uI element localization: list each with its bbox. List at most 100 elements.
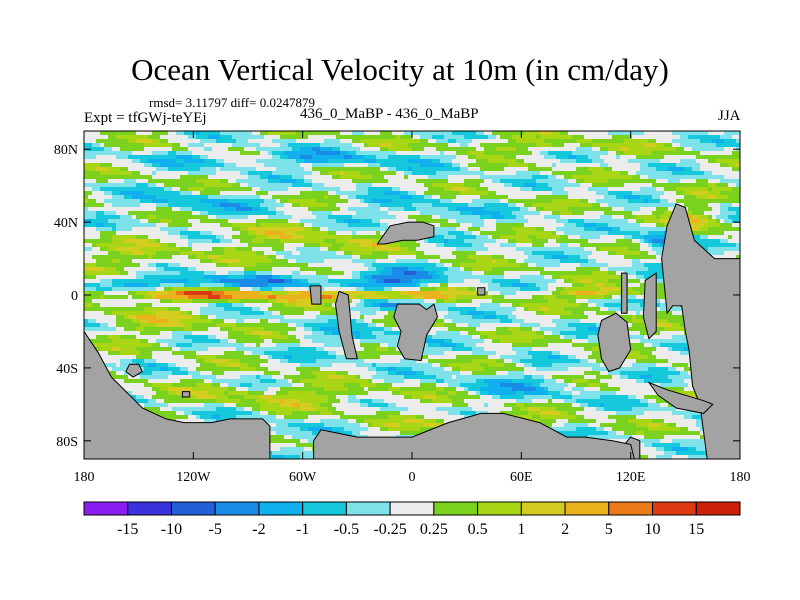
field-cell: [140, 163, 145, 168]
field-cell: [668, 139, 673, 144]
field-cell: [176, 227, 181, 232]
field-cell: [708, 243, 713, 248]
field-cell: [424, 159, 429, 164]
field-cell: [152, 231, 157, 236]
field-cell: [140, 187, 145, 192]
field-cell: [280, 131, 285, 136]
field-cell: [560, 215, 565, 220]
field-cell: [304, 243, 309, 248]
field-cell: [244, 143, 249, 148]
field-cell: [228, 175, 233, 180]
field-cell: [628, 247, 633, 252]
field-cell: [692, 179, 697, 184]
field-cell: [568, 151, 573, 156]
field-cell: [312, 231, 317, 236]
field-cell: [448, 215, 453, 220]
field-cell: [100, 163, 105, 168]
field-cell: [220, 147, 225, 152]
field-cell: [268, 251, 273, 256]
field-cell: [412, 207, 417, 212]
field-cell: [292, 187, 297, 192]
field-cell: [572, 247, 577, 252]
field-cell: [228, 215, 233, 220]
field-cell: [348, 151, 353, 156]
field-cell: [324, 159, 329, 164]
field-cell: [168, 247, 173, 252]
field-cell: [384, 167, 389, 172]
field-cell: [580, 175, 585, 180]
field-cell: [656, 155, 661, 160]
field-cell: [240, 155, 245, 160]
field-cell: [136, 179, 141, 184]
field-cell: [704, 191, 709, 196]
field-cell: [224, 207, 229, 212]
field-cell: [208, 239, 213, 244]
field-cell: [716, 179, 721, 184]
field-cell: [560, 171, 565, 176]
field-cell: [532, 239, 537, 244]
field-cell: [536, 163, 541, 168]
field-cell: [492, 223, 497, 228]
field-cell: [584, 183, 589, 188]
field-cell: [492, 219, 497, 224]
field-cell: [200, 247, 205, 252]
field-cell: [388, 207, 393, 212]
field-cell: [472, 175, 477, 180]
field-cell: [580, 155, 585, 160]
field-cell: [152, 155, 157, 160]
field-cell: [692, 219, 697, 224]
field-cell: [348, 251, 353, 256]
field-cell: [644, 131, 649, 136]
field-cell: [532, 187, 537, 192]
field-cell: [524, 139, 529, 144]
field-cell: [732, 227, 737, 232]
field-cell: [200, 227, 205, 232]
field-cell: [636, 155, 641, 160]
field-cell: [340, 171, 345, 176]
field-cell: [544, 155, 549, 160]
field-cell: [656, 175, 661, 180]
field-cell: [364, 187, 369, 192]
field-cell: [172, 135, 177, 140]
field-cell: [432, 243, 437, 248]
field-cell: [424, 139, 429, 144]
field-cell: [604, 147, 609, 152]
field-cell: [396, 159, 401, 164]
field-cell: [600, 203, 605, 208]
field-cell: [520, 207, 525, 212]
field-cell: [228, 147, 233, 152]
field-cell: [312, 239, 317, 244]
field-cell: [252, 187, 257, 192]
field-cell: [440, 211, 445, 216]
field-cell: [372, 219, 377, 224]
field-cell: [616, 143, 621, 148]
field-cell: [352, 247, 357, 252]
field-cell: [444, 207, 449, 212]
field-cell: [180, 247, 185, 252]
field-cell: [296, 135, 301, 140]
field-cell: [280, 243, 285, 248]
field-cell: [732, 183, 737, 188]
field-cell: [200, 195, 205, 200]
field-cell: [168, 243, 173, 248]
field-cell: [84, 131, 89, 136]
field-cell: [728, 147, 733, 152]
field-cell: [204, 219, 209, 224]
field-cell: [344, 215, 349, 220]
field-cell: [424, 143, 429, 148]
field-cell: [280, 143, 285, 148]
field-cell: [712, 171, 717, 176]
field-cell: [540, 247, 545, 252]
field-cell: [196, 131, 201, 136]
field-cell: [324, 131, 329, 136]
field-cell: [376, 131, 381, 136]
field-cell: [592, 219, 597, 224]
field-cell: [380, 195, 385, 200]
field-cell: [560, 163, 565, 168]
field-cell: [232, 199, 237, 204]
field-cell: [584, 135, 589, 140]
field-cell: [144, 163, 149, 168]
field-cell: [520, 147, 525, 152]
field-cell: [384, 143, 389, 148]
field-cell: [540, 215, 545, 220]
